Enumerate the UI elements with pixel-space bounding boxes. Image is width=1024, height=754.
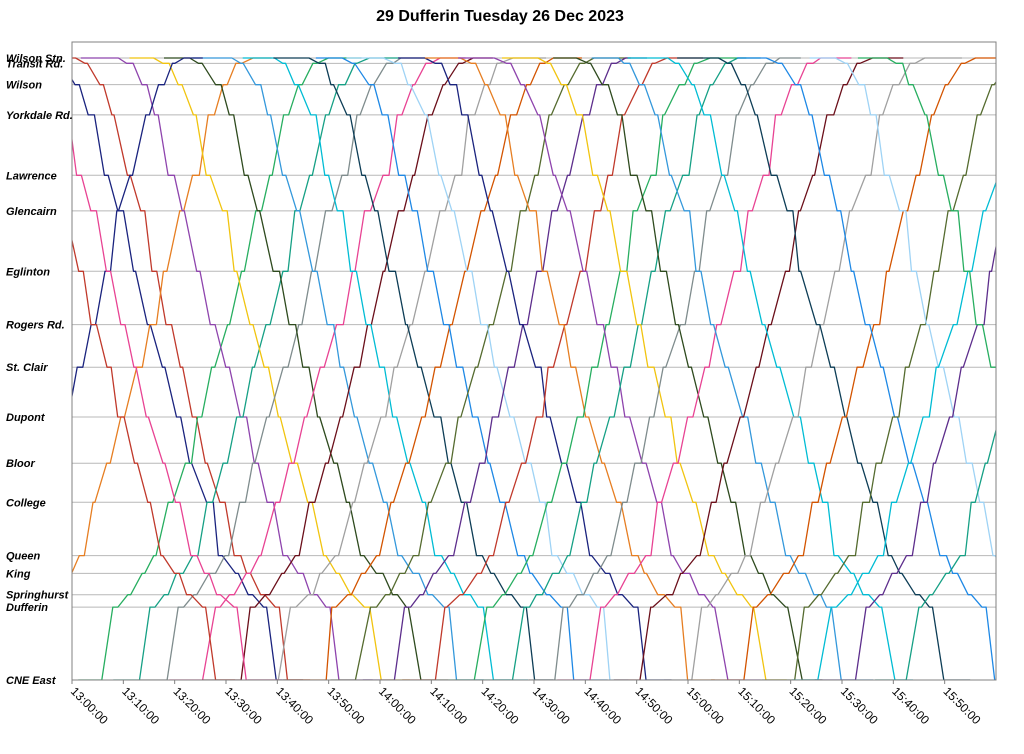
trip-trace	[627, 57, 913, 680]
stop-label: Glencairn	[6, 206, 57, 218]
chart-title: 29 Dufferin Tuesday 26 Dec 2023	[376, 8, 624, 25]
stop-label: Wilson	[6, 80, 42, 92]
stop-label: Springhurst	[6, 590, 70, 602]
stop-label: St. Clair	[6, 362, 48, 374]
time-tick-label: 14:00:00	[376, 684, 419, 727]
trip-trace	[283, 57, 582, 680]
trip-trace	[273, 57, 554, 680]
trip-trace	[875, 427, 996, 680]
time-tick-label: 15:20:00	[787, 684, 830, 727]
trip-trace	[169, 57, 466, 680]
stop-label: Dupont	[6, 412, 46, 424]
trip-trace	[814, 243, 996, 680]
trip-trace	[613, 57, 904, 680]
trip-trace	[677, 57, 971, 680]
time-tick-label: 15:30:00	[838, 684, 881, 727]
trip-trace	[346, 57, 629, 680]
trip-trace	[761, 80, 996, 680]
trip-trace	[664, 57, 962, 680]
trip-trace	[80, 57, 373, 680]
trip-trace	[242, 57, 529, 680]
trip-trace	[458, 57, 761, 680]
trip-trace	[164, 57, 449, 680]
trip-traces	[72, 57, 996, 680]
stop-label: CNE East	[6, 675, 57, 687]
trip-trace	[448, 57, 747, 680]
trip-trace	[711, 57, 996, 680]
time-tick-label: 13:10:00	[119, 684, 162, 727]
trip-trace	[72, 237, 236, 680]
trip-trace	[474, 57, 761, 680]
trip-trace	[402, 57, 703, 680]
trip-trace	[362, 57, 647, 680]
time-tick-label: 15:10:00	[735, 684, 778, 727]
stop-label: Lawrence	[6, 170, 57, 182]
trip-trace	[502, 57, 787, 680]
trip-trace	[72, 57, 203, 400]
trip-trace	[78, 57, 362, 680]
trip-trace	[398, 57, 672, 680]
stop-label: Rogers Rd.	[6, 320, 65, 332]
trip-trace	[72, 135, 282, 680]
trip-trace	[139, 57, 426, 680]
trip-trace	[591, 57, 874, 680]
stop-label: Bloor	[6, 458, 35, 470]
stop-label: Yorkdale Rd.	[6, 110, 73, 122]
trip-trace	[202, 57, 493, 680]
stop-label: Queen	[6, 551, 41, 563]
stop-label: King	[6, 568, 31, 580]
trip-trace	[809, 57, 996, 559]
time-tick-label: 14:50:00	[633, 684, 676, 727]
stop-label: Dufferin	[6, 602, 48, 614]
trip-trace	[72, 57, 311, 680]
stop-labels: Wilson Stn.Transit Rd. Wilson Yorkdale Rd.…	[6, 53, 73, 687]
trip-trace	[330, 57, 631, 680]
trip-trace	[424, 57, 715, 680]
time-tick-label: 13:20:00	[171, 684, 214, 727]
time-tick-label: 14:20:00	[479, 684, 522, 727]
time-tick-label: 14:40:00	[581, 684, 624, 727]
trip-trace	[737, 57, 996, 680]
time-labels: 13:00:00 13:10:00 13:20:00 13:30:00 13:40:00…	[68, 680, 984, 727]
trip-trace	[113, 57, 401, 680]
trip-trace	[553, 57, 823, 680]
trip-trace	[192, 57, 484, 680]
time-tick-label: 13:30:00	[222, 684, 265, 727]
trip-trace	[792, 180, 996, 680]
trip-trace	[857, 57, 996, 369]
trip-trace	[247, 57, 546, 680]
trip-trace	[129, 57, 410, 680]
time-tick-label: 15:50:00	[941, 684, 984, 727]
time-tick-label: 15:00:00	[684, 684, 727, 727]
trip-trace	[557, 57, 852, 680]
time-tick-label: 13:00:00	[68, 684, 111, 727]
time-tick-label: 13:40:00	[273, 684, 316, 727]
stop-label: Eglinton	[6, 266, 50, 278]
stop-label: College	[6, 497, 46, 509]
trip-trace	[528, 57, 801, 680]
time-tick-label: 14:10:00	[427, 684, 470, 727]
time-tick-label: 15:40:00	[889, 684, 932, 727]
trip-trace	[72, 78, 304, 680]
stop-label: Wilson Stn.	[6, 53, 66, 65]
trip-trace	[315, 57, 608, 680]
stop-label: Transit Rd.	[6, 58, 63, 70]
time-tick-label: 14:30:00	[530, 684, 573, 727]
trip-trace	[72, 57, 272, 574]
time-tick-label: 13:50:00	[325, 684, 368, 727]
